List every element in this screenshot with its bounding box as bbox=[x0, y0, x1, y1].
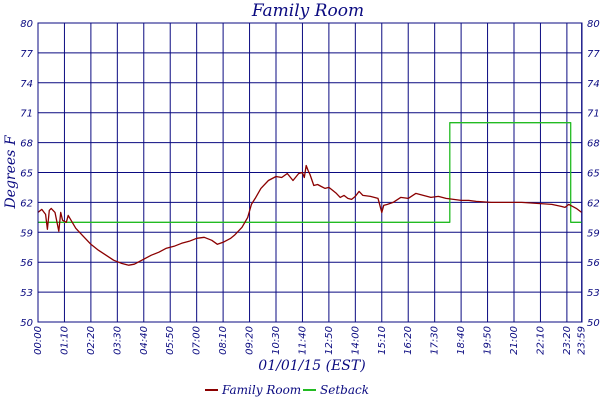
y-axis-label: Degrees F bbox=[3, 134, 19, 209]
y-tick-label-right: 77 bbox=[587, 49, 600, 60]
x-tick-label: 22:10 bbox=[535, 326, 546, 355]
x-tick-label: 15:10 bbox=[377, 326, 388, 355]
x-tick-label: 08:10 bbox=[218, 326, 229, 355]
legend-label-setback: Setback bbox=[320, 383, 369, 397]
x-tick-label: 14:00 bbox=[350, 326, 361, 355]
x-axis: 00:00 01:10 02:20 03:30 04:40 05:50 07:00 08:10… bbox=[33, 326, 588, 355]
y-tick-label-right: 62 bbox=[587, 198, 600, 209]
series-line-setback bbox=[38, 122, 582, 223]
y-tick-label: 56 bbox=[20, 258, 33, 269]
y-tick-label-right: 65 bbox=[587, 169, 600, 180]
x-tick-label: 17:30 bbox=[430, 326, 441, 355]
y-tick-label: 74 bbox=[20, 79, 33, 90]
x-tick-label: 23:20 bbox=[562, 326, 573, 355]
x-tick-label: 19:50 bbox=[483, 326, 494, 355]
x-tick-label: 23:59 bbox=[577, 326, 588, 355]
chart-title: Family Room bbox=[251, 1, 364, 21]
x-axis-label: 01/01/15 (EST) bbox=[258, 358, 365, 374]
y-tick-label-right: 56 bbox=[587, 258, 600, 269]
x-tick-label: 05:50 bbox=[165, 326, 176, 355]
y-tick-label-right: 50 bbox=[587, 318, 600, 329]
x-tick-label: 01:10 bbox=[59, 326, 70, 355]
y-tick-label: 80 bbox=[20, 19, 33, 30]
x-tick-label: 00:00 bbox=[33, 326, 44, 355]
x-tick-label: 10:30 bbox=[271, 326, 282, 355]
x-tick-label: 04:40 bbox=[139, 326, 150, 355]
x-tick-label: 12:50 bbox=[324, 326, 335, 355]
x-tick-label: 21:00 bbox=[509, 326, 520, 355]
x-tick-label: 03:30 bbox=[112, 326, 123, 355]
y-tick-label-right: 80 bbox=[587, 19, 600, 30]
y-tick-label: 71 bbox=[20, 109, 33, 120]
plot-frame bbox=[37, 22, 583, 323]
x-tick-label: 07:00 bbox=[192, 326, 203, 355]
y-tick-label-right: 53 bbox=[587, 288, 600, 299]
x-tick-label: 16:20 bbox=[403, 326, 414, 355]
y-tick-label-right: 74 bbox=[587, 79, 600, 90]
plot-lines bbox=[37, 122, 582, 266]
series-line-family-room bbox=[37, 164, 582, 266]
y-tick-label: 65 bbox=[20, 169, 33, 180]
y-tick-label: 50 bbox=[20, 318, 33, 329]
y-tick-label: 53 bbox=[20, 288, 33, 299]
chart-legend: Family Room Setback bbox=[205, 383, 369, 397]
chart-grid bbox=[37, 22, 583, 323]
y-tick-label-right: 59 bbox=[587, 228, 600, 239]
y-tick-label: 59 bbox=[20, 228, 33, 239]
y-tick-label-right: 68 bbox=[587, 139, 600, 150]
x-tick-label: 11:40 bbox=[297, 326, 308, 355]
y-tick-label-right: 71 bbox=[587, 109, 600, 120]
x-tick-label: 02:20 bbox=[86, 326, 97, 355]
legend-label-family-room: Family Room bbox=[221, 383, 301, 397]
x-tick-label: 09:20 bbox=[245, 326, 256, 355]
x-tick-label: 18:40 bbox=[456, 326, 467, 355]
y-tick-label: 62 bbox=[20, 198, 33, 209]
y-axis-left: 50 53 56 59 62 65 68 71 74 77 80 bbox=[20, 19, 33, 329]
y-tick-label: 77 bbox=[20, 49, 33, 60]
y-tick-label: 68 bbox=[20, 139, 33, 150]
y-axis-right: 50 53 56 59 62 65 68 71 74 77 80 bbox=[587, 19, 600, 329]
